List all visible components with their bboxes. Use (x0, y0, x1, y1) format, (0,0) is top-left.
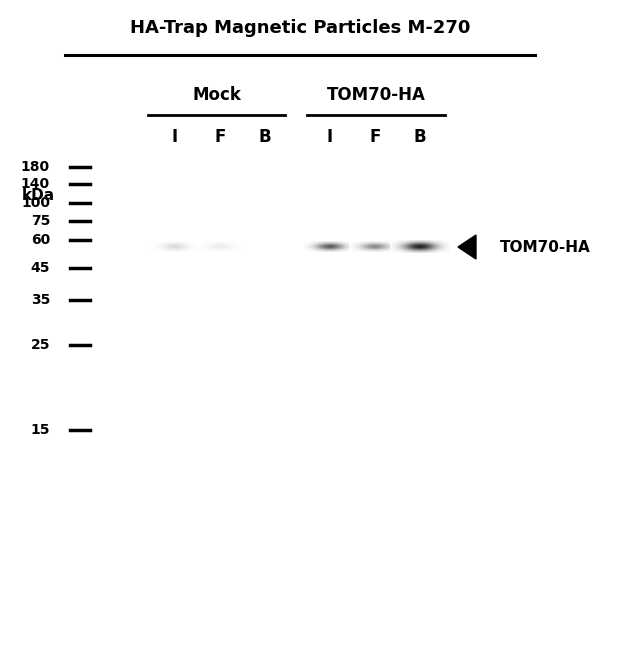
Text: kDa: kDa (21, 187, 55, 203)
Text: I: I (327, 128, 333, 146)
Text: 140: 140 (21, 177, 50, 191)
Text: HA-Trap Magnetic Particles M-270: HA-Trap Magnetic Particles M-270 (130, 19, 470, 37)
Text: 45: 45 (30, 261, 50, 275)
Text: Mock: Mock (192, 86, 241, 104)
Text: 15: 15 (30, 423, 50, 437)
Text: 180: 180 (21, 160, 50, 174)
Text: TOM70-HA: TOM70-HA (500, 239, 591, 255)
Text: I: I (172, 128, 178, 146)
Text: B: B (413, 128, 426, 146)
Text: 35: 35 (31, 293, 50, 307)
Text: F: F (369, 128, 381, 146)
Text: TOM70-HA: TOM70-HA (327, 86, 426, 104)
Text: 100: 100 (21, 196, 50, 210)
Text: B: B (258, 128, 271, 146)
Polygon shape (458, 235, 476, 259)
Text: F: F (214, 128, 226, 146)
Text: 60: 60 (31, 233, 50, 247)
Text: 75: 75 (31, 214, 50, 228)
Text: 25: 25 (30, 338, 50, 352)
